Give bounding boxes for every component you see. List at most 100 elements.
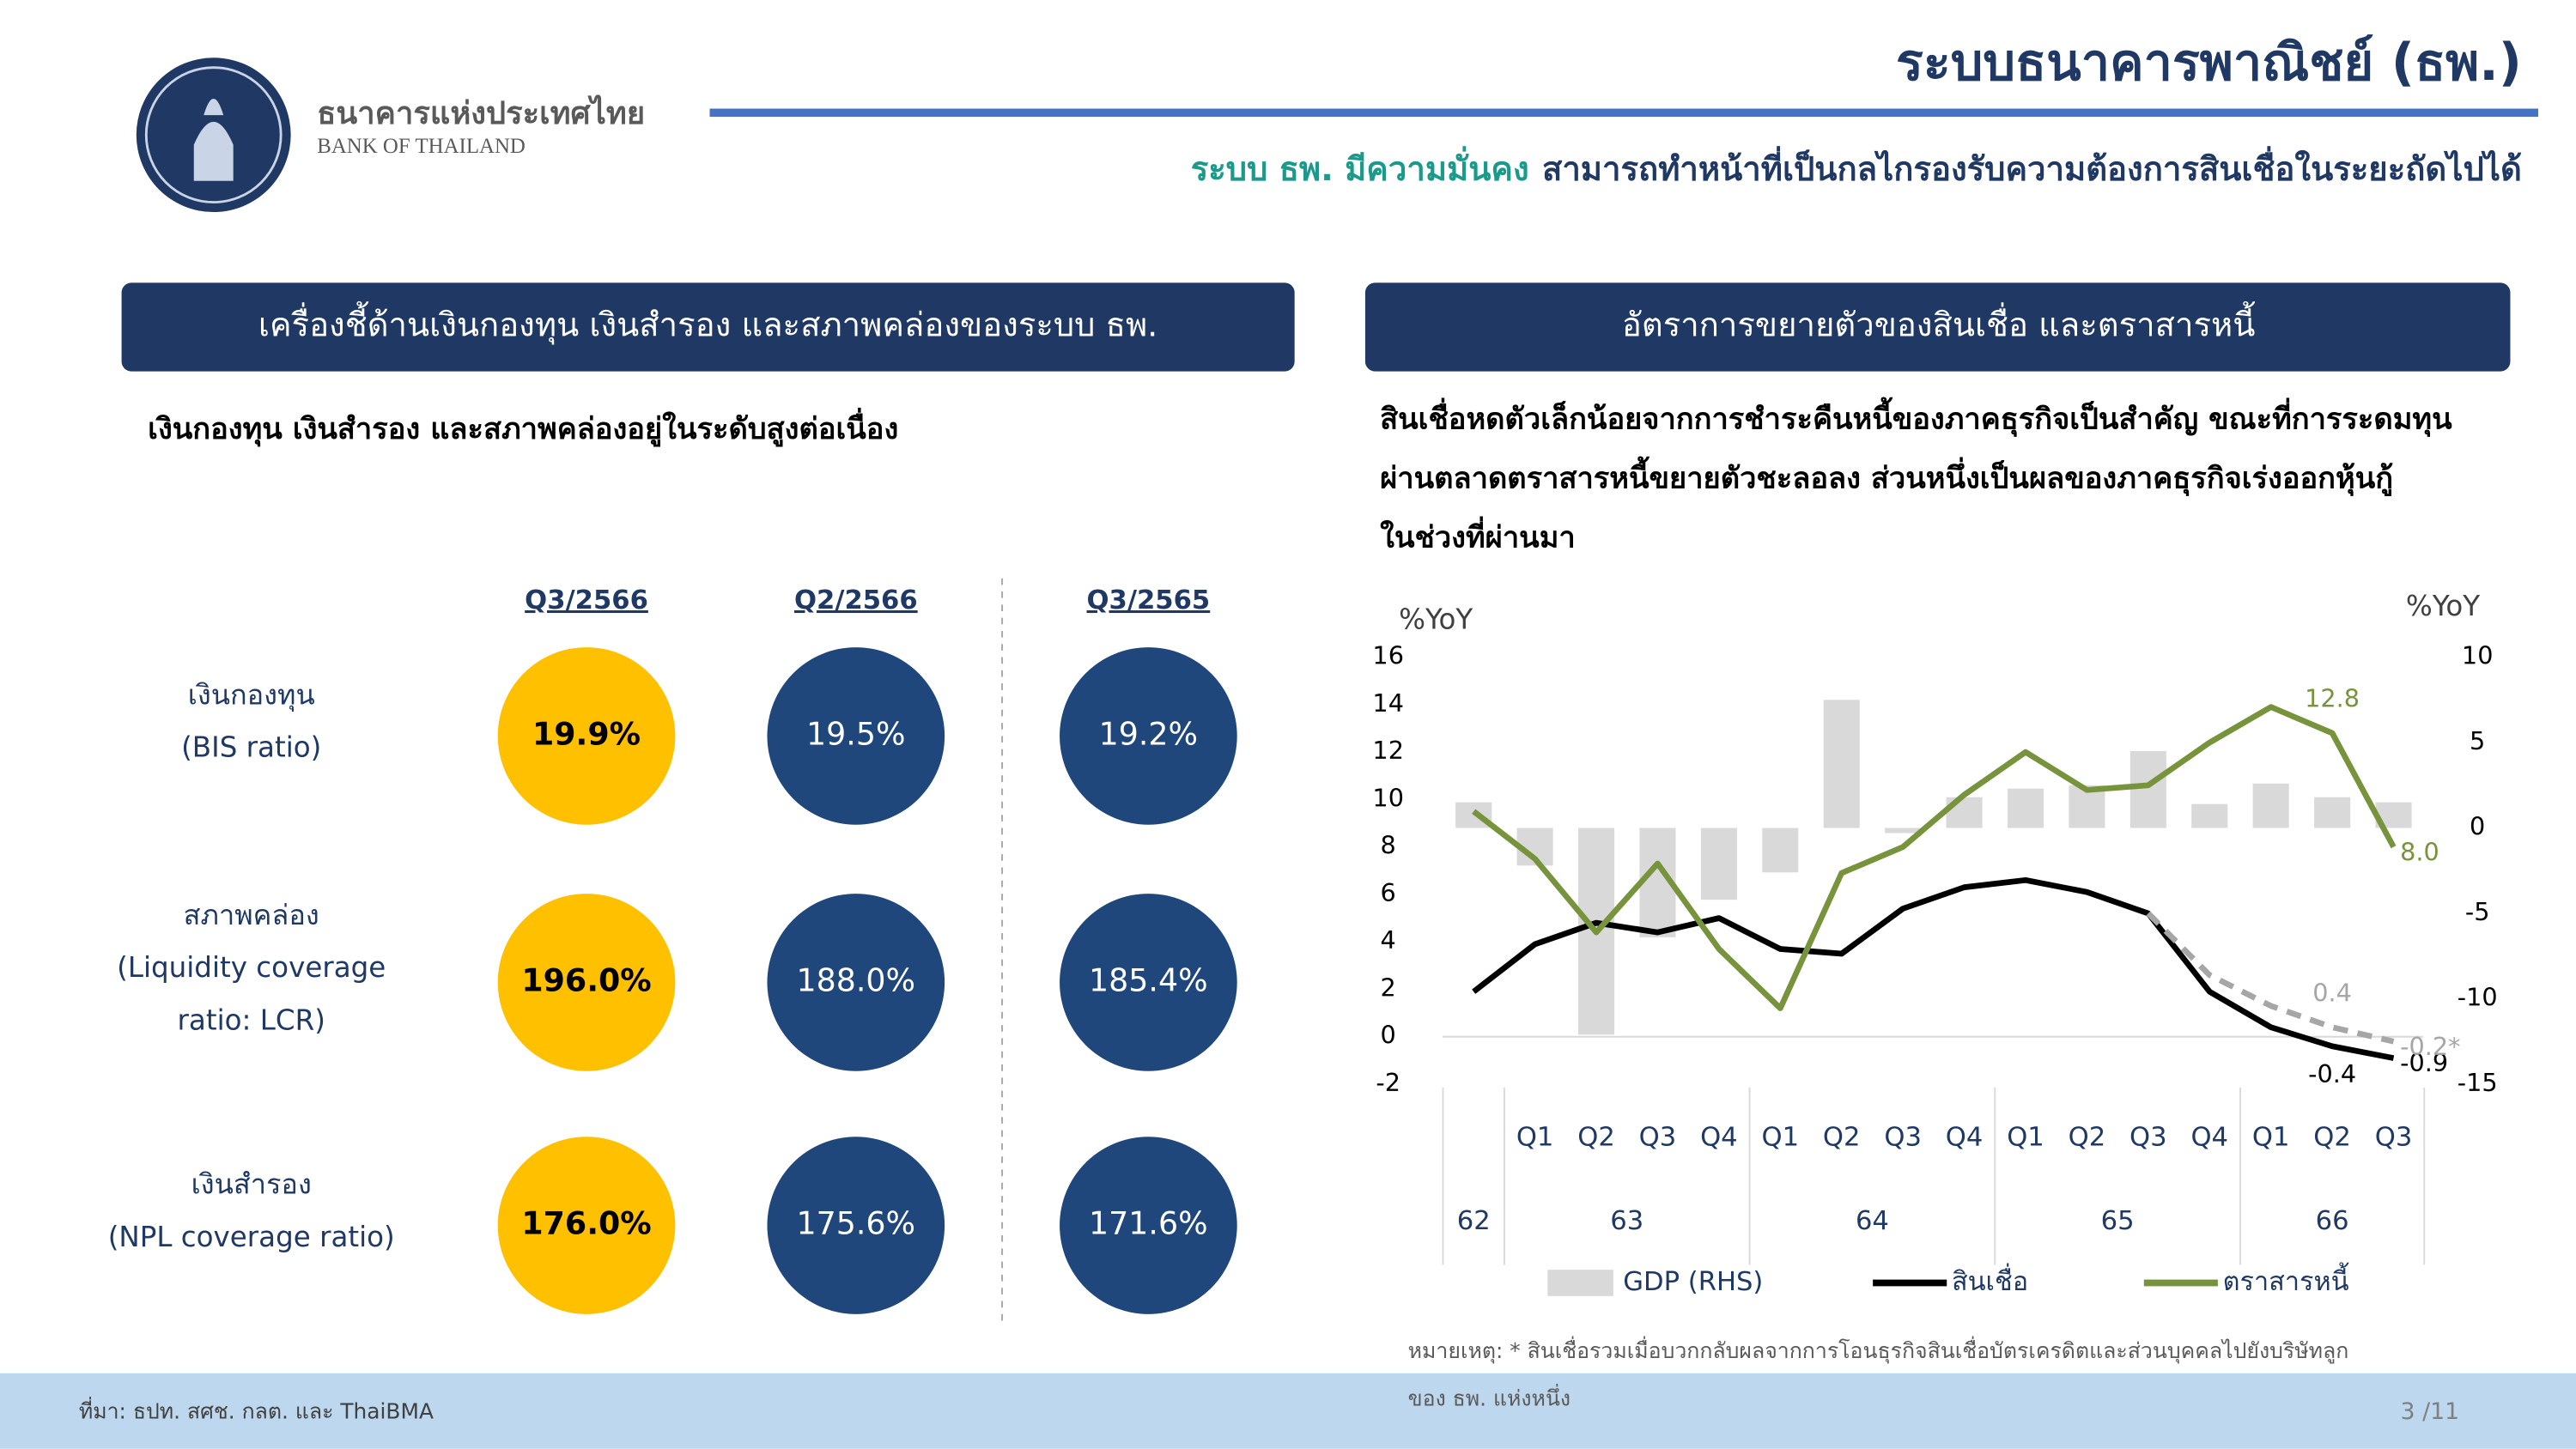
left-description: เงินกองทุน เงินสำรอง และสภาพคล่องอยู่ในร… bbox=[148, 407, 898, 447]
x-group-label: 63 bbox=[1610, 1206, 1643, 1236]
y2-tick-label: 5 bbox=[2470, 726, 2485, 755]
x-tick-label: Q1 bbox=[1762, 1123, 1800, 1153]
logo-english: BANK OF THAILAND bbox=[317, 135, 526, 158]
column-header: Q2/2566 bbox=[794, 585, 918, 615]
data-label: -0.4 bbox=[2308, 1059, 2356, 1088]
y2-tick-label: 0 bbox=[2470, 812, 2485, 841]
row-label: ratio: LCR) bbox=[178, 1003, 325, 1036]
legend-label: GDP (RHS) bbox=[1623, 1267, 1763, 1297]
x-tick-label: Q1 bbox=[2252, 1123, 2290, 1153]
right-description: ผ่านตลาดตราสารหนี้ขยายตัวชะลอลง ส่วนหนึ่… bbox=[1380, 456, 2393, 496]
y2-tick-label: 10 bbox=[2462, 641, 2494, 670]
indicator-value: 19.9% bbox=[532, 715, 641, 752]
indicator-circle bbox=[497, 1137, 676, 1314]
legend-label: สินเชื่อ bbox=[1952, 1263, 2028, 1297]
indicator-circle bbox=[1060, 1137, 1237, 1314]
bar bbox=[1885, 828, 1922, 834]
x-tick-label: Q2 bbox=[1577, 1123, 1615, 1153]
data-label: -0.9 bbox=[2400, 1048, 2448, 1077]
y-axis-title: %YoY bbox=[1399, 603, 1473, 635]
y2-tick-label: -10 bbox=[2458, 983, 2498, 1012]
right-heading: อัตราการขยายตัวของสินเชื่อ และตราสารหนี้ bbox=[1622, 300, 2256, 344]
row-label: (Liquidity coverage bbox=[117, 951, 386, 984]
indicator-circle bbox=[1060, 894, 1237, 1071]
indicator-value: 19.5% bbox=[806, 715, 905, 752]
x-tick-label: Q2 bbox=[1823, 1123, 1861, 1153]
row-label: เงินสำรอง bbox=[191, 1168, 312, 1201]
indicator-circle bbox=[497, 647, 676, 825]
subtitle-highlight: ระบบ ธพ. มีความมั่นคง bbox=[1191, 146, 1529, 189]
x-tick-label: Q2 bbox=[2069, 1123, 2106, 1153]
subtitle-rest: สามารถทำหน้าที่เป็นกลไกรองรับความต้องการ… bbox=[1542, 146, 2522, 189]
indicator-value: 19.2% bbox=[1099, 715, 1198, 752]
indicator-value: 185.4% bbox=[1089, 961, 1208, 998]
y-tick-label: 16 bbox=[1372, 641, 1404, 670]
y-tick-label: 6 bbox=[1381, 878, 1396, 907]
y-tick-label: 4 bbox=[1381, 925, 1396, 955]
y2-tick-label: -5 bbox=[2465, 897, 2490, 926]
y-tick-label: -2 bbox=[1376, 1068, 1400, 1097]
x-tick-label: Q3 bbox=[1884, 1123, 1922, 1153]
bar bbox=[1823, 700, 1860, 828]
logo-ring bbox=[144, 66, 283, 204]
y-tick-label: 10 bbox=[1372, 783, 1404, 812]
data-label: 0.4 bbox=[2312, 978, 2352, 1007]
bar bbox=[1762, 828, 1799, 873]
footer-note: หมายเหตุ: * สินเชื่อรวมเมื่อบวกกลับผลจาก… bbox=[1408, 1336, 2349, 1364]
slide-title: ระบบธนาคารพาณิชย์ (ธพ.) bbox=[1896, 33, 2522, 92]
bar bbox=[2314, 797, 2351, 828]
column-header: Q3/2566 bbox=[525, 585, 648, 615]
y2-axis-title: %YoY bbox=[2406, 590, 2480, 622]
bar bbox=[2191, 803, 2228, 828]
subtitle: ระบบ ธพ. มีความมั่นคง สามารถทำหน้าที่เป็น… bbox=[1191, 146, 2522, 189]
logo-figure bbox=[193, 99, 234, 181]
right-heading-box bbox=[1364, 282, 2511, 372]
data-label: 8.0 bbox=[2400, 837, 2439, 866]
indicator-value: 175.6% bbox=[797, 1205, 916, 1242]
bar bbox=[1700, 828, 1737, 900]
row-label: (BIS ratio) bbox=[181, 731, 321, 764]
data-label: -0.2* bbox=[2400, 1032, 2460, 1061]
footer-band bbox=[0, 1373, 2576, 1449]
row-label: เงินกองทุน bbox=[188, 678, 315, 712]
left-heading: เครื่องชี้ด้านเงินกองทุน เงินสำรอง และสภ… bbox=[258, 300, 1157, 344]
logo-thai: ธนาคารแห่งประเทศไทย bbox=[317, 94, 645, 131]
indicator-value: 176.0% bbox=[521, 1205, 651, 1242]
line-series bbox=[1472, 704, 2397, 1011]
x-tick-label: Q4 bbox=[2190, 1123, 2228, 1153]
right-description: สินเชื่อหดตัวเล็กน้อยจากการชำระคืนหนี้ขอ… bbox=[1380, 397, 2452, 438]
y-tick-label: 8 bbox=[1381, 831, 1396, 860]
legend-label: ตราสารหนี้ bbox=[2223, 1262, 2349, 1297]
logo bbox=[136, 58, 291, 213]
indicator-value: 188.0% bbox=[797, 961, 916, 998]
x-group-label: 66 bbox=[2316, 1206, 2349, 1236]
bar bbox=[2129, 750, 2166, 828]
footer-source: ที่มา: ธปท. สศช. กลต. และ ThaiBMA bbox=[79, 1397, 434, 1424]
x-tick-label: Q1 bbox=[2007, 1123, 2044, 1153]
footer-note: ของ ธพ. แห่งหนึ่ง bbox=[1408, 1383, 1571, 1410]
y-tick-label: 14 bbox=[1372, 688, 1404, 718]
indicator-circle bbox=[767, 894, 945, 1071]
column-header: Q3/2565 bbox=[1087, 585, 1211, 615]
indicator-value: 196.0% bbox=[521, 961, 651, 998]
x-group-label: 64 bbox=[1856, 1206, 1889, 1236]
x-tick-label: Q3 bbox=[2375, 1123, 2413, 1153]
bar bbox=[2007, 788, 2044, 828]
x-tick-label: Q3 bbox=[2129, 1123, 2167, 1153]
bar bbox=[2252, 783, 2289, 828]
x-tick-label: Q4 bbox=[1700, 1123, 1738, 1153]
right-description: ในช่วงที่ผ่านมา bbox=[1380, 515, 1576, 555]
y-tick-label: 0 bbox=[1381, 1021, 1396, 1050]
left-heading-box bbox=[121, 282, 1295, 372]
line-series bbox=[1472, 876, 2395, 1061]
x-group-label: 62 bbox=[1457, 1206, 1491, 1236]
x-group-label: 65 bbox=[2101, 1206, 2135, 1236]
x-tick-label: Q1 bbox=[1516, 1123, 1554, 1153]
legend-swatch bbox=[1547, 1270, 1613, 1296]
x-tick-label: Q3 bbox=[1639, 1123, 1677, 1153]
title-rule bbox=[709, 108, 2538, 118]
indicator-circle bbox=[767, 647, 945, 825]
indicator-circle bbox=[1060, 647, 1237, 825]
